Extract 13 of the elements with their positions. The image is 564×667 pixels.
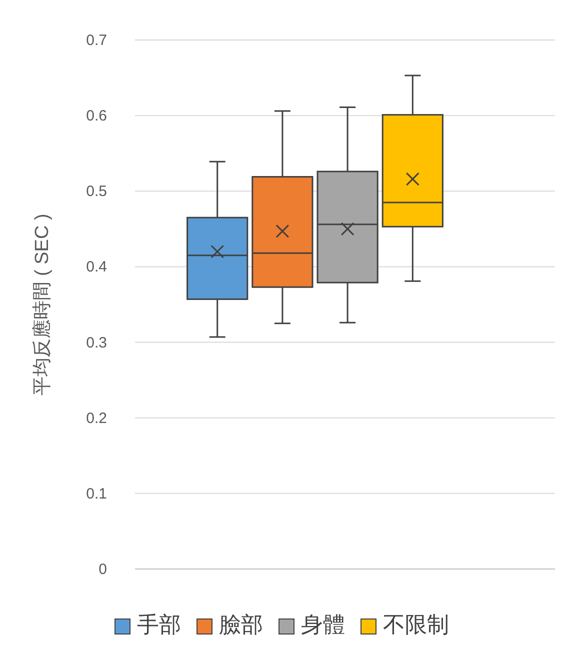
y-tick-label: 0.1 — [86, 485, 107, 502]
y-tick-label: 0.4 — [86, 258, 107, 276]
y-tick-label: 0 — [98, 561, 107, 578]
y-tick-label: 0.5 — [86, 183, 107, 200]
legend-label: 身體 — [301, 612, 345, 637]
y-tick-label: 0.6 — [86, 108, 107, 125]
legend-label: 手部 — [137, 612, 181, 637]
y-tick-label: 0.3 — [86, 334, 107, 352]
y-tick-label: 0.2 — [86, 410, 107, 427]
y-axis-title: 平均反應時間 ( SEC ) — [31, 214, 53, 396]
legend-label: 不限制 — [383, 612, 449, 637]
legend-label: 臉部 — [219, 612, 263, 637]
y-tick-label: 0.7 — [86, 32, 107, 49]
